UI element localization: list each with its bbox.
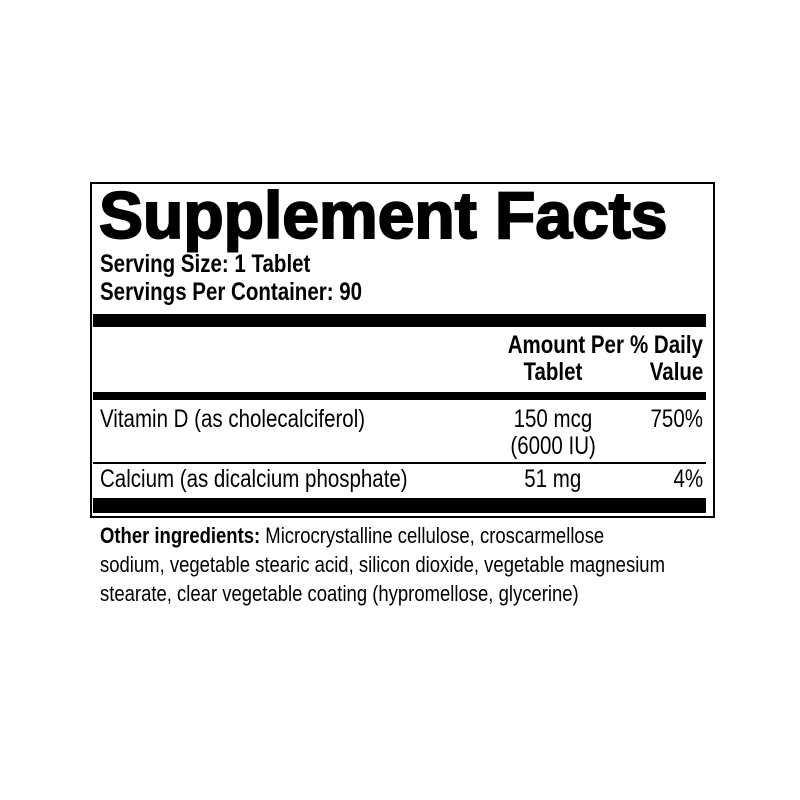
vitamin-d-daily-value: 750%	[650, 405, 703, 433]
divider-medium	[93, 392, 706, 400]
serving-size-text: Serving Size: 1 Tablet	[100, 250, 311, 278]
other-ingredients-text-1: Microcrystalline cellulose, croscarmello…	[260, 523, 605, 548]
divider-thick-bottom	[93, 498, 706, 513]
divider-thick-top	[93, 314, 706, 327]
column-header-daily-value: % Daily Value	[607, 332, 703, 386]
dv-header-line2: Value	[649, 358, 703, 386]
nutrient-row-daily-value: 4%	[607, 466, 703, 493]
calcium-daily-value: 4%	[673, 465, 703, 493]
servings-per-container-text: Servings Per Container: 90	[100, 278, 363, 306]
nutrient-row-name: Calcium (as dicalcium phosphate)	[100, 466, 480, 493]
divider-thin	[93, 462, 706, 464]
other-ingredients-text-3: stearate, clear vegetable coating (hypro…	[100, 581, 579, 606]
calcium-amount: 51 mg	[524, 465, 582, 493]
column-header-amount: Amount Per Tablet	[495, 332, 624, 386]
calcium-name: Calcium (as dicalcium phosphate)	[100, 465, 408, 493]
vitamin-d-name: Vitamin D (as cholecalciferol)	[100, 405, 366, 433]
other-ingredients-line2: sodium, vegetable stearic acid, silicon …	[100, 550, 720, 579]
vitamin-d-amount-iu: (6000 IU)	[510, 432, 596, 460]
serving-size-line: Serving Size: 1 Tablet	[100, 252, 357, 277]
other-ingredients-label: Other ingredients:	[100, 523, 261, 548]
other-ingredients-section: Other ingredients: Microcrystalline cell…	[100, 521, 720, 608]
other-ingredients-line1: Other ingredients: Microcrystalline cell…	[100, 521, 720, 550]
other-ingredients-text-2: sodium, vegetable stearic acid, silicon …	[100, 552, 665, 577]
vitamin-d-amount: 150 mcg	[513, 405, 593, 433]
nutrient-row-daily-value: 750%	[607, 406, 703, 433]
nutrient-row-name: Vitamin D (as cholecalciferol)	[100, 406, 480, 433]
servings-per-container-line: Servings Per Container: 90	[100, 280, 420, 305]
amount-header-line2: Tablet	[523, 358, 583, 386]
amount-header-line1: Amount Per	[507, 331, 624, 359]
nutrient-row-amount: 51 mg	[483, 466, 623, 493]
supplement-facts-panel: Supplement Facts Serving Size: 1 Tablet …	[90, 178, 715, 518]
dv-header-line1: % Daily	[630, 331, 703, 359]
other-ingredients-line3: stearate, clear vegetable coating (hypro…	[100, 579, 720, 608]
nutrient-row-amount: 150 mcg (6000 IU)	[483, 406, 623, 460]
panel-title: Supplement Facts	[98, 178, 668, 252]
